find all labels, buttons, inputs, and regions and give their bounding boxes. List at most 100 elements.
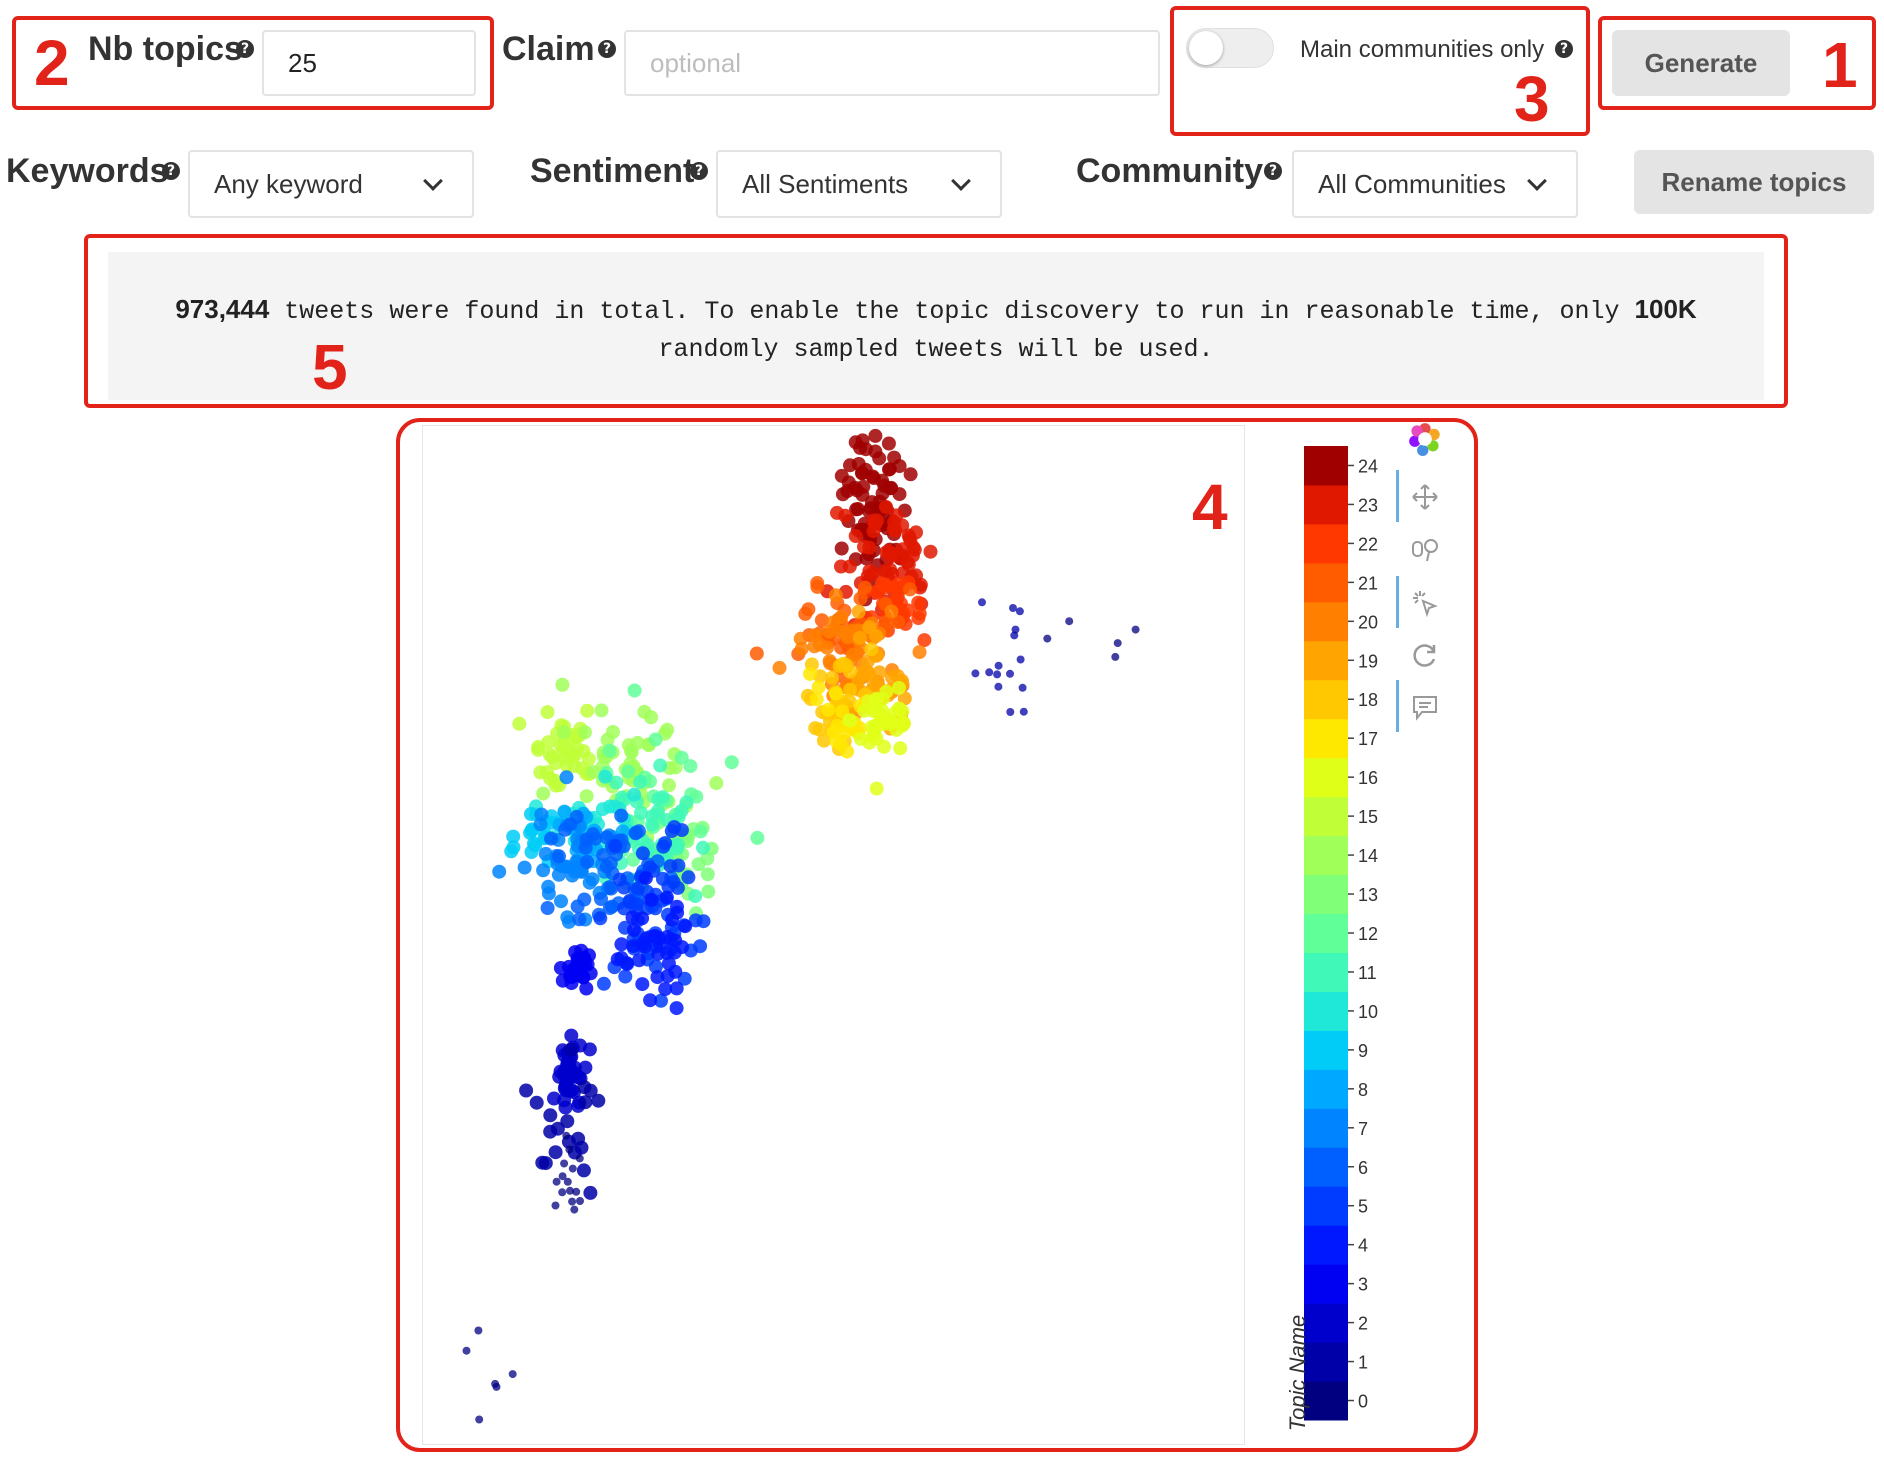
scatter-point-topic-5[interactable] bbox=[674, 823, 689, 838]
generate-button[interactable]: Generate bbox=[1612, 30, 1790, 96]
scatter-point-topic-6[interactable] bbox=[569, 809, 584, 824]
scatter-point-topic-20[interactable] bbox=[794, 641, 809, 656]
scatter-point-topic-24[interactable] bbox=[872, 451, 887, 466]
scatter-point-topic-1[interactable] bbox=[1006, 669, 1014, 678]
scatter-point-topic-14[interactable] bbox=[709, 776, 724, 791]
scatter-point-topic-2[interactable] bbox=[564, 1028, 579, 1043]
scatter-point-topic-18[interactable] bbox=[836, 656, 851, 671]
scatter-point-topic-0[interactable] bbox=[508, 1370, 517, 1379]
scatter-point-topic-11[interactable] bbox=[651, 803, 665, 818]
main-communities-toggle[interactable] bbox=[1186, 28, 1274, 68]
scatter-point-topic-1[interactable] bbox=[1019, 707, 1028, 716]
scatter-point-topic-12[interactable] bbox=[602, 743, 617, 758]
scatter-point-topic-16[interactable] bbox=[869, 781, 884, 796]
scatter-point-topic-5[interactable] bbox=[642, 860, 657, 875]
nb-topics-input[interactable]: 25 bbox=[262, 30, 476, 96]
scatter-point-topic-0[interactable] bbox=[1113, 639, 1122, 648]
scatter-point-topic-16[interactable] bbox=[842, 713, 857, 728]
scatter-point-topic-1[interactable] bbox=[591, 1093, 606, 1108]
scatter-point-topic-22[interactable] bbox=[917, 633, 932, 648]
scatter-point-topic-22[interactable] bbox=[875, 576, 889, 591]
scatter-point-topic-6[interactable] bbox=[604, 881, 619, 896]
topic-scatter-plot[interactable] bbox=[423, 426, 1246, 1446]
scatter-point-topic-21[interactable] bbox=[798, 606, 813, 621]
scatter-point-topic-12[interactable] bbox=[674, 750, 689, 765]
scatter-point-topic-1[interactable] bbox=[548, 1145, 563, 1160]
scatter-point-topic-13[interactable] bbox=[700, 851, 715, 866]
scatter-point-topic-12[interactable] bbox=[693, 824, 708, 839]
scatter-point-topic-20[interactable] bbox=[828, 588, 843, 603]
scatter-point-topic-7[interactable] bbox=[492, 864, 507, 879]
scatter-point-topic-5[interactable] bbox=[617, 901, 632, 916]
scatter-point-topic-1[interactable] bbox=[994, 682, 1003, 691]
scatter-point-topic-5[interactable] bbox=[616, 880, 631, 895]
scatter-point-topic-4[interactable] bbox=[678, 919, 693, 934]
scatter-point-topic-20[interactable] bbox=[820, 640, 834, 655]
help-icon[interactable]: ? bbox=[1555, 40, 1573, 58]
scatter-point-topic-19[interactable] bbox=[851, 604, 866, 619]
scatter-point-topic-16[interactable] bbox=[893, 741, 908, 756]
scatter-point-topic-1[interactable] bbox=[519, 1083, 534, 1098]
scatter-point-topic-24[interactable] bbox=[881, 436, 896, 451]
scatter-point-topic-6[interactable] bbox=[577, 892, 592, 907]
scatter-point-topic-18[interactable] bbox=[864, 642, 879, 657]
scatter-point-topic-24[interactable] bbox=[884, 480, 899, 495]
scatter-point-topic-20[interactable] bbox=[807, 639, 822, 654]
scatter-point-topic-14[interactable] bbox=[578, 725, 592, 740]
scatter-point-topic-7[interactable] bbox=[538, 846, 553, 861]
scatter-point-topic-1[interactable] bbox=[535, 1155, 550, 1170]
scatter-point-topic-1[interactable] bbox=[578, 1095, 593, 1110]
scatter-point-topic-20[interactable] bbox=[854, 641, 869, 656]
scatter-point-topic-11[interactable] bbox=[696, 840, 710, 855]
scatter-point-topic-4[interactable] bbox=[665, 912, 680, 927]
scatter-point-topic-1[interactable] bbox=[1015, 607, 1024, 616]
scatter-point-topic-18[interactable] bbox=[825, 670, 839, 685]
reset-icon[interactable] bbox=[1410, 640, 1440, 670]
scatter-point-topic-7[interactable] bbox=[559, 770, 574, 785]
help-icon[interactable]: ? bbox=[162, 162, 180, 180]
sentiment-select[interactable]: All Sentiments bbox=[716, 150, 1002, 218]
scatter-point-topic-18[interactable] bbox=[843, 682, 857, 697]
scatter-point-topic-24[interactable] bbox=[882, 462, 896, 477]
scatter-point-topic-4[interactable] bbox=[659, 890, 674, 905]
scatter-point-topic-14[interactable] bbox=[536, 786, 551, 801]
scatter-point-topic-13[interactable] bbox=[701, 884, 716, 899]
scatter-point-topic-5[interactable] bbox=[654, 993, 668, 1008]
scatter-point-topic-16[interactable] bbox=[857, 703, 872, 718]
scatter-point-topic-7[interactable] bbox=[565, 868, 580, 883]
scatter-point-topic-1[interactable] bbox=[583, 1083, 598, 1098]
scatter-point-topic-14[interactable] bbox=[586, 764, 600, 779]
scatter-point-topic-10[interactable] bbox=[598, 769, 613, 784]
scatter-point-topic-23[interactable] bbox=[838, 508, 853, 523]
scatter-point-topic-5[interactable] bbox=[661, 879, 676, 894]
scatter-point-topic-15[interactable] bbox=[576, 744, 591, 759]
scatter-point-topic-5[interactable] bbox=[696, 914, 711, 929]
scatter-point-topic-6[interactable] bbox=[614, 808, 629, 823]
scatter-point-topic-16[interactable] bbox=[874, 711, 889, 726]
scatter-point-topic-1[interactable] bbox=[564, 1042, 579, 1057]
scatter-point-topic-4[interactable] bbox=[661, 956, 676, 971]
scatter-point-topic-21[interactable] bbox=[858, 580, 872, 595]
scatter-point-topic-4[interactable] bbox=[639, 931, 654, 946]
scatter-point-topic-4[interactable] bbox=[669, 1001, 684, 1016]
scatter-point-topic-24[interactable] bbox=[843, 458, 857, 473]
scatter-point-topic-1[interactable] bbox=[971, 669, 980, 678]
pan-icon[interactable] bbox=[1410, 482, 1440, 512]
scatter-point-topic-0[interactable] bbox=[1043, 634, 1052, 643]
scatter-point-topic-5[interactable] bbox=[664, 824, 679, 838]
scatter-point-topic-11[interactable] bbox=[653, 758, 668, 773]
scatter-point-topic-6[interactable] bbox=[552, 849, 566, 864]
scatter-point-topic-0[interactable] bbox=[568, 1164, 577, 1173]
scatter-point-topic-5[interactable] bbox=[681, 870, 696, 885]
scatter-point-topic-15[interactable] bbox=[531, 742, 546, 757]
scatter-point-topic-5[interactable] bbox=[593, 911, 608, 926]
scatter-point-topic-11[interactable] bbox=[688, 889, 703, 904]
scatter-point-topic-24[interactable] bbox=[849, 502, 864, 517]
scatter-point-topic-0[interactable] bbox=[566, 1186, 574, 1195]
scatter-point-topic-18[interactable] bbox=[808, 721, 823, 736]
scatter-point-topic-20[interactable] bbox=[772, 660, 787, 675]
rename-topics-button[interactable]: Rename topics bbox=[1634, 150, 1874, 214]
help-icon[interactable]: ? bbox=[598, 40, 616, 58]
scatter-point-topic-4[interactable] bbox=[635, 977, 650, 992]
scatter-point-topic-20[interactable] bbox=[822, 624, 837, 639]
